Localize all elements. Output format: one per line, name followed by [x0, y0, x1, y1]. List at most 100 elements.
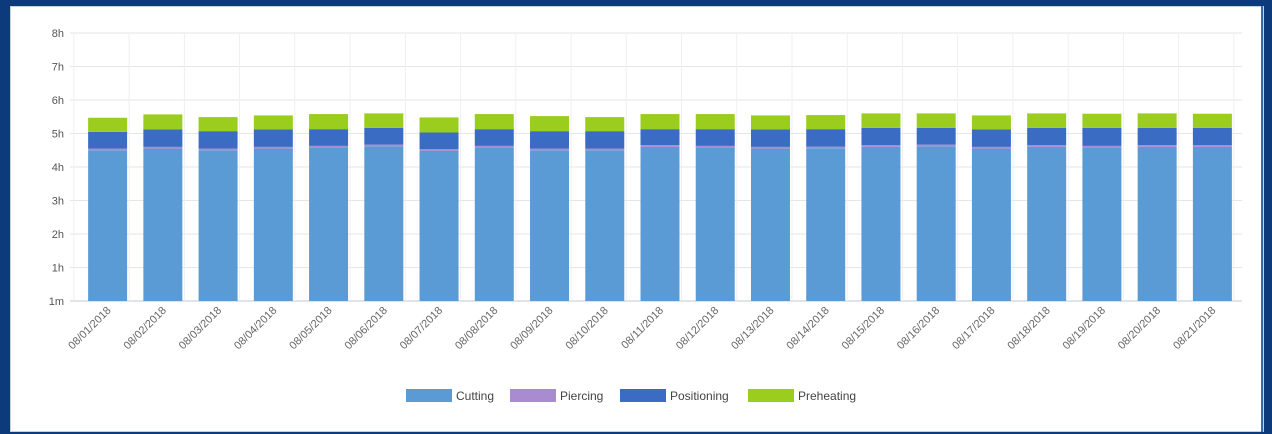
bar-positioning-7[interactable] — [474, 129, 514, 146]
bar-piercing-1[interactable] — [143, 146, 183, 149]
bar-cutting-9[interactable] — [585, 150, 625, 301]
bar-positioning-5[interactable] — [364, 127, 404, 145]
bar-preheating-1[interactable] — [143, 114, 183, 130]
bar-cutting-14[interactable] — [861, 146, 901, 301]
bar-piercing-10[interactable] — [640, 145, 680, 147]
bar-piercing-19[interactable] — [1137, 145, 1177, 147]
bar-positioning-10[interactable] — [640, 129, 680, 146]
bar-cutting-7[interactable] — [474, 147, 514, 301]
x-tick-label: 08/14/2018 — [784, 305, 831, 352]
bar-piercing-18[interactable] — [1082, 145, 1122, 148]
legend-swatch — [748, 389, 794, 402]
bar-cutting-2[interactable] — [198, 150, 238, 301]
bar-positioning-11[interactable] — [695, 129, 735, 146]
legend-swatch — [510, 389, 556, 402]
bars — [88, 113, 1232, 301]
bar-preheating-14[interactable] — [861, 113, 901, 128]
bar-preheating-12[interactable] — [750, 115, 790, 130]
bar-cutting-13[interactable] — [806, 148, 846, 301]
bar-piercing-14[interactable] — [861, 145, 901, 147]
bar-piercing-12[interactable] — [750, 146, 790, 149]
bar-positioning-15[interactable] — [916, 127, 956, 145]
bar-preheating-10[interactable] — [640, 114, 680, 130]
bar-piercing-7[interactable] — [474, 145, 514, 148]
bar-piercing-2[interactable] — [198, 148, 238, 151]
bar-preheating-8[interactable] — [530, 116, 570, 132]
bar-piercing-5[interactable] — [364, 144, 404, 147]
bar-cutting-3[interactable] — [253, 148, 293, 301]
bar-cutting-5[interactable] — [364, 146, 404, 301]
bar-piercing-16[interactable] — [971, 146, 1011, 149]
bar-piercing-3[interactable] — [253, 146, 293, 149]
bar-preheating-18[interactable] — [1082, 113, 1122, 128]
bar-preheating-6[interactable] — [419, 117, 459, 133]
bar-positioning-3[interactable] — [253, 129, 293, 147]
bar-positioning-13[interactable] — [806, 129, 846, 147]
bar-cutting-18[interactable] — [1082, 147, 1122, 301]
x-tick-label: 08/19/2018 — [1061, 305, 1108, 352]
bar-preheating-20[interactable] — [1192, 113, 1232, 128]
legend-item-piercing[interactable]: Piercing — [510, 389, 603, 403]
bar-preheating-13[interactable] — [806, 115, 846, 130]
bar-positioning-20[interactable] — [1192, 127, 1232, 146]
bar-positioning-2[interactable] — [198, 131, 238, 149]
bar-positioning-18[interactable] — [1082, 127, 1122, 146]
bar-preheating-17[interactable] — [1027, 113, 1067, 128]
bar-preheating-3[interactable] — [253, 115, 293, 130]
x-tick-label: 08/01/2018 — [66, 305, 113, 352]
bar-piercing-20[interactable] — [1192, 145, 1232, 147]
bar-cutting-19[interactable] — [1137, 146, 1177, 301]
bar-piercing-8[interactable] — [530, 148, 570, 151]
bar-piercing-13[interactable] — [806, 146, 846, 149]
bar-cutting-20[interactable] — [1192, 146, 1232, 301]
bar-positioning-9[interactable] — [585, 131, 625, 149]
bar-cutting-17[interactable] — [1027, 146, 1067, 301]
bar-preheating-7[interactable] — [474, 114, 514, 130]
bar-cutting-0[interactable] — [88, 150, 128, 301]
x-tick-label: 08/08/2018 — [453, 305, 500, 352]
y-axis-ticks: 1m 1h 2h 3h 4h 5h 6h 7h 8h — [49, 28, 64, 308]
bar-preheating-15[interactable] — [916, 113, 956, 128]
bar-cutting-12[interactable] — [750, 148, 790, 301]
bar-positioning-0[interactable] — [88, 131, 128, 149]
legend-item-cutting[interactable]: Cutting — [406, 389, 494, 403]
bar-cutting-4[interactable] — [309, 147, 349, 301]
bar-preheating-5[interactable] — [364, 113, 404, 128]
bar-preheating-4[interactable] — [309, 114, 349, 130]
bar-cutting-8[interactable] — [530, 150, 570, 301]
bar-preheating-11[interactable] — [695, 114, 735, 130]
bar-positioning-14[interactable] — [861, 127, 901, 146]
legend-item-preheating[interactable]: Preheating — [748, 389, 856, 403]
bar-cutting-15[interactable] — [916, 146, 956, 301]
bar-piercing-6[interactable] — [419, 149, 459, 151]
bar-positioning-12[interactable] — [750, 129, 790, 147]
bar-piercing-0[interactable] — [88, 148, 128, 151]
bar-cutting-1[interactable] — [143, 148, 183, 301]
bar-piercing-17[interactable] — [1027, 145, 1067, 147]
bar-piercing-11[interactable] — [695, 145, 735, 148]
bar-piercing-9[interactable] — [585, 148, 625, 151]
bar-cutting-11[interactable] — [695, 147, 735, 301]
bar-preheating-19[interactable] — [1137, 113, 1177, 128]
bar-positioning-16[interactable] — [971, 129, 1011, 147]
bar-positioning-1[interactable] — [143, 129, 183, 147]
bar-positioning-8[interactable] — [530, 131, 570, 149]
legend-label: Piercing — [560, 389, 603, 403]
y-tick-label: 1h — [52, 263, 64, 275]
x-tick-label: 08/03/2018 — [177, 305, 224, 352]
bar-positioning-19[interactable] — [1137, 127, 1177, 146]
bar-preheating-0[interactable] — [88, 117, 128, 132]
bar-preheating-2[interactable] — [198, 117, 238, 132]
bar-cutting-6[interactable] — [419, 150, 459, 301]
bar-positioning-4[interactable] — [309, 129, 349, 146]
bar-preheating-9[interactable] — [585, 117, 625, 132]
bar-piercing-15[interactable] — [916, 144, 956, 147]
bar-cutting-10[interactable] — [640, 146, 680, 301]
bar-preheating-16[interactable] — [971, 115, 1011, 130]
y-tick-label: 7h — [52, 62, 64, 74]
legend-item-positioning[interactable]: Positioning — [620, 389, 729, 403]
bar-positioning-17[interactable] — [1027, 127, 1067, 146]
bar-positioning-6[interactable] — [419, 132, 459, 150]
bar-piercing-4[interactable] — [309, 145, 349, 148]
bar-cutting-16[interactable] — [971, 148, 1011, 301]
